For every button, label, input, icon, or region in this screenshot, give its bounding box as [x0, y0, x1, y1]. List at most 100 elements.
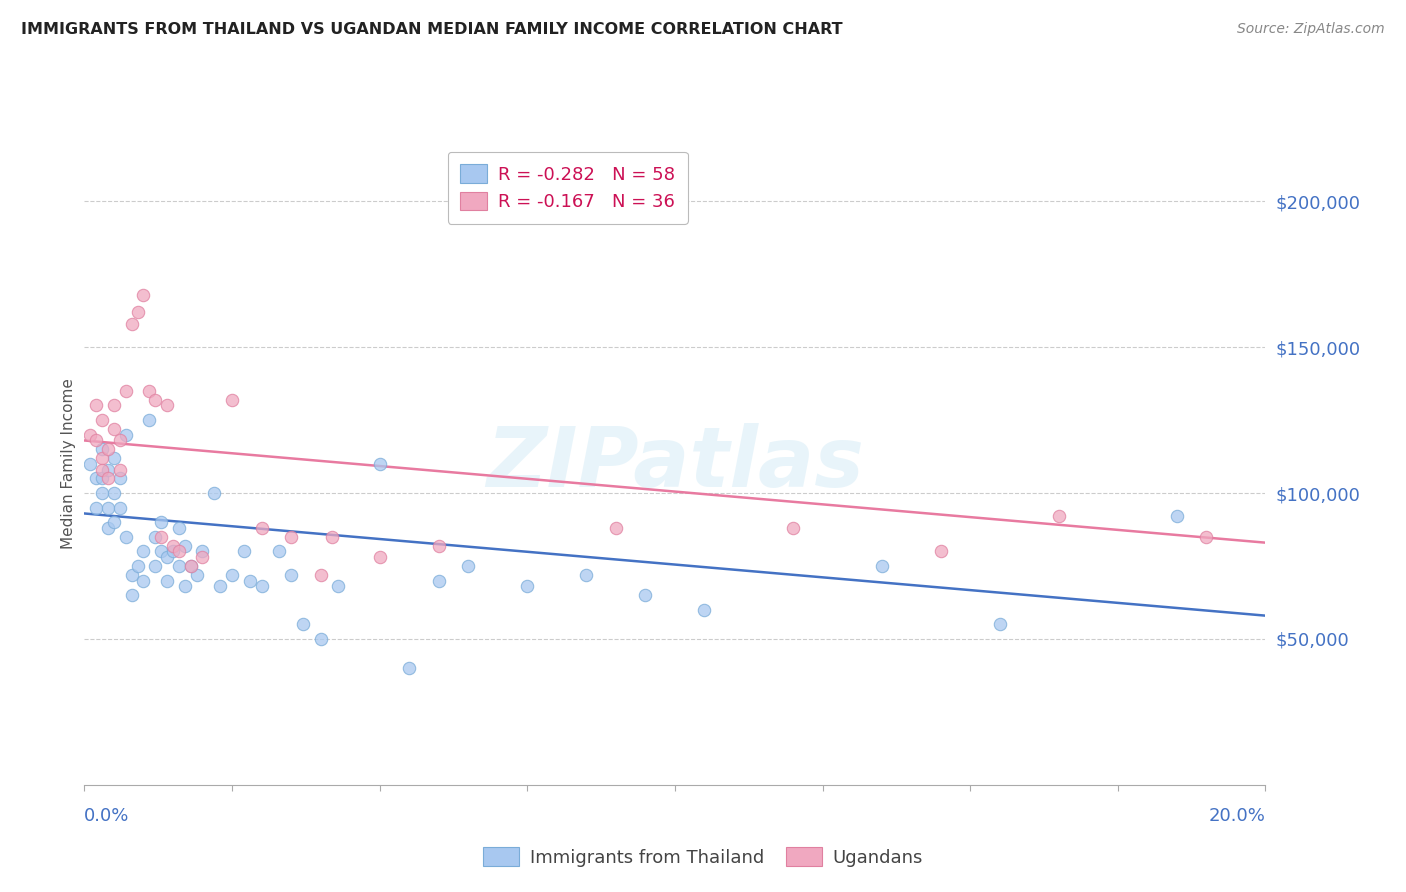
Point: [103, 515, 125, 529]
Point: [186, 567, 208, 582]
Point: [250, 579, 273, 593]
Point: [79, 427, 101, 442]
Point: [180, 559, 202, 574]
Point: [108, 500, 131, 515]
Point: [280, 567, 302, 582]
Text: ZIPatlas: ZIPatlas: [486, 424, 863, 504]
Point: [782, 521, 804, 535]
Point: [108, 463, 131, 477]
Point: [1047, 509, 1070, 524]
Point: [132, 574, 155, 588]
Legend: Immigrants from Thailand, Ugandans: Immigrants from Thailand, Ugandans: [475, 840, 931, 874]
Point: [156, 550, 179, 565]
Point: [427, 539, 450, 553]
Point: [91, 471, 114, 485]
Point: [180, 559, 202, 574]
Point: [103, 450, 125, 465]
Point: [167, 521, 190, 535]
Point: [143, 392, 166, 407]
Point: [127, 305, 149, 319]
Point: [280, 530, 302, 544]
Point: [91, 442, 114, 457]
Point: [150, 530, 173, 544]
Point: [516, 579, 538, 593]
Point: [156, 574, 179, 588]
Point: [291, 617, 314, 632]
Point: [173, 579, 195, 593]
Legend: R = -0.282   N = 58, R = -0.167   N = 36: R = -0.282 N = 58, R = -0.167 N = 36: [447, 152, 688, 224]
Point: [321, 530, 343, 544]
Point: [97, 500, 120, 515]
Point: [97, 521, 120, 535]
Point: [132, 287, 155, 301]
Point: [309, 632, 332, 646]
Point: [84, 471, 107, 485]
Text: 0.0%: 0.0%: [84, 807, 129, 825]
Point: [167, 559, 190, 574]
Point: [108, 471, 131, 485]
Point: [427, 574, 450, 588]
Point: [143, 559, 166, 574]
Point: [79, 457, 101, 471]
Point: [162, 544, 184, 558]
Point: [103, 399, 125, 413]
Point: [121, 317, 143, 331]
Point: [91, 463, 114, 477]
Text: 20.0%: 20.0%: [1209, 807, 1265, 825]
Point: [156, 399, 179, 413]
Point: [269, 544, 291, 558]
Point: [929, 544, 952, 558]
Point: [138, 413, 160, 427]
Point: [127, 559, 149, 574]
Point: [138, 384, 160, 398]
Point: [988, 617, 1011, 632]
Point: [239, 574, 262, 588]
Text: IMMIGRANTS FROM THAILAND VS UGANDAN MEDIAN FAMILY INCOME CORRELATION CHART: IMMIGRANTS FROM THAILAND VS UGANDAN MEDI…: [21, 22, 842, 37]
Point: [202, 486, 225, 500]
Point: [121, 567, 143, 582]
Point: [191, 550, 214, 565]
Point: [114, 427, 136, 442]
Point: [398, 661, 420, 675]
Point: [173, 539, 195, 553]
Point: [114, 384, 136, 398]
Point: [91, 450, 114, 465]
Point: [84, 399, 107, 413]
Point: [97, 442, 120, 457]
Point: [1195, 530, 1218, 544]
Y-axis label: Median Family Income: Median Family Income: [60, 378, 76, 549]
Point: [132, 544, 155, 558]
Point: [108, 434, 131, 448]
Point: [103, 486, 125, 500]
Point: [191, 544, 214, 558]
Point: [209, 579, 232, 593]
Point: [457, 559, 479, 574]
Point: [97, 463, 120, 477]
Point: [150, 515, 173, 529]
Point: [221, 567, 243, 582]
Point: [84, 434, 107, 448]
Point: [121, 588, 143, 602]
Point: [1166, 509, 1188, 524]
Point: [91, 413, 114, 427]
Point: [870, 559, 893, 574]
Point: [693, 603, 716, 617]
Point: [250, 521, 273, 535]
Point: [575, 567, 598, 582]
Point: [605, 521, 627, 535]
Point: [143, 530, 166, 544]
Point: [114, 530, 136, 544]
Point: [167, 544, 190, 558]
Point: [232, 544, 254, 558]
Point: [84, 500, 107, 515]
Point: [328, 579, 350, 593]
Point: [103, 422, 125, 436]
Point: [309, 567, 332, 582]
Text: Source: ZipAtlas.com: Source: ZipAtlas.com: [1237, 22, 1385, 37]
Point: [221, 392, 243, 407]
Point: [634, 588, 657, 602]
Point: [162, 539, 184, 553]
Point: [91, 486, 114, 500]
Point: [150, 544, 173, 558]
Point: [368, 550, 391, 565]
